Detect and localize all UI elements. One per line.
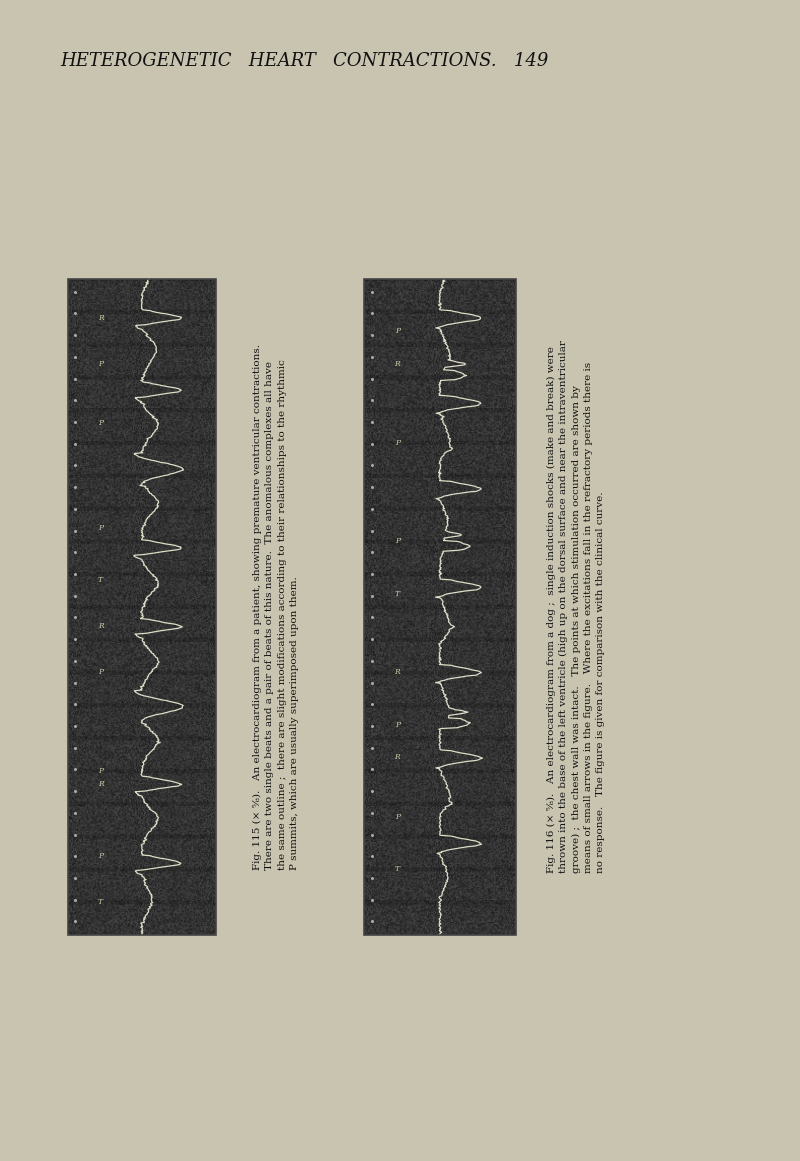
Text: P: P xyxy=(395,813,400,821)
Text: T: T xyxy=(395,865,400,873)
Text: P: P xyxy=(98,419,103,427)
Text: R: R xyxy=(98,780,103,787)
Text: P: P xyxy=(395,721,400,729)
Text: P: P xyxy=(98,669,103,676)
Text: P: P xyxy=(98,524,103,532)
Text: Fig. 115 (× ⅝).   An electrocardiogram from a patient, showing premature ventric: Fig. 115 (× ⅝). An electrocardiogram fro… xyxy=(254,344,298,870)
Text: R: R xyxy=(394,360,400,368)
Text: R: R xyxy=(394,753,400,762)
Bar xyxy=(68,279,216,935)
Text: R: R xyxy=(394,669,400,676)
Bar xyxy=(364,279,516,935)
Text: P: P xyxy=(395,538,400,545)
Text: P: P xyxy=(98,852,103,860)
Text: T: T xyxy=(98,897,103,906)
Text: R: R xyxy=(98,622,103,630)
Text: T: T xyxy=(98,576,103,584)
Text: P: P xyxy=(395,327,400,336)
Text: P: P xyxy=(98,766,103,774)
Text: Fig. 116 (× ⅝).   An electrocardiogram from a dog ;  single induction shocks (ma: Fig. 116 (× ⅝). An electrocardiogram fro… xyxy=(547,340,605,873)
Text: T: T xyxy=(395,590,400,598)
Text: P: P xyxy=(395,439,400,447)
Text: R: R xyxy=(98,313,103,322)
Text: HETEROGENETIC   HEART   CONTRACTIONS.   149: HETEROGENETIC HEART CONTRACTIONS. 149 xyxy=(60,52,548,71)
Text: P: P xyxy=(98,360,103,368)
